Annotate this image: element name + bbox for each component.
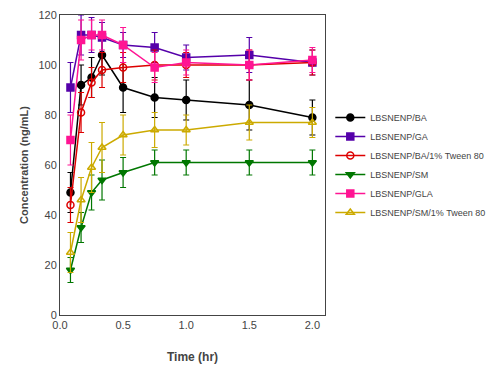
svg-text:LBSNENP/GA: LBSNENP/GA [370, 132, 428, 142]
svg-text:0.0: 0.0 [52, 319, 67, 331]
svg-text:Concentration (ng/mL): Concentration (ng/mL) [18, 106, 30, 224]
svg-text:60: 60 [45, 159, 57, 171]
svg-text:0: 0 [51, 309, 57, 321]
svg-text:LBSNENP/BA/1% Tween 80: LBSNENP/BA/1% Tween 80 [370, 151, 483, 161]
svg-text:1.0: 1.0 [179, 319, 194, 331]
svg-text:1.5: 1.5 [242, 319, 257, 331]
svg-text:20: 20 [45, 259, 57, 271]
svg-text:40: 40 [45, 209, 57, 221]
svg-text:LBSNENP/GLA: LBSNENP/GLA [370, 189, 433, 199]
svg-text:100: 100 [38, 59, 56, 71]
svg-text:LBSNENP/SM/1% Tween 80: LBSNENP/SM/1% Tween 80 [370, 208, 485, 218]
svg-text:120: 120 [38, 9, 56, 21]
svg-text:LBSNENP/SM: LBSNENP/SM [370, 170, 428, 180]
svg-text:LBSNENP/BA: LBSNENP/BA [370, 113, 427, 123]
svg-text:2.0: 2.0 [305, 319, 320, 331]
svg-text:0.5: 0.5 [115, 319, 130, 331]
svg-text:80: 80 [45, 109, 57, 121]
svg-text:Time (hr): Time (hr) [167, 350, 218, 364]
